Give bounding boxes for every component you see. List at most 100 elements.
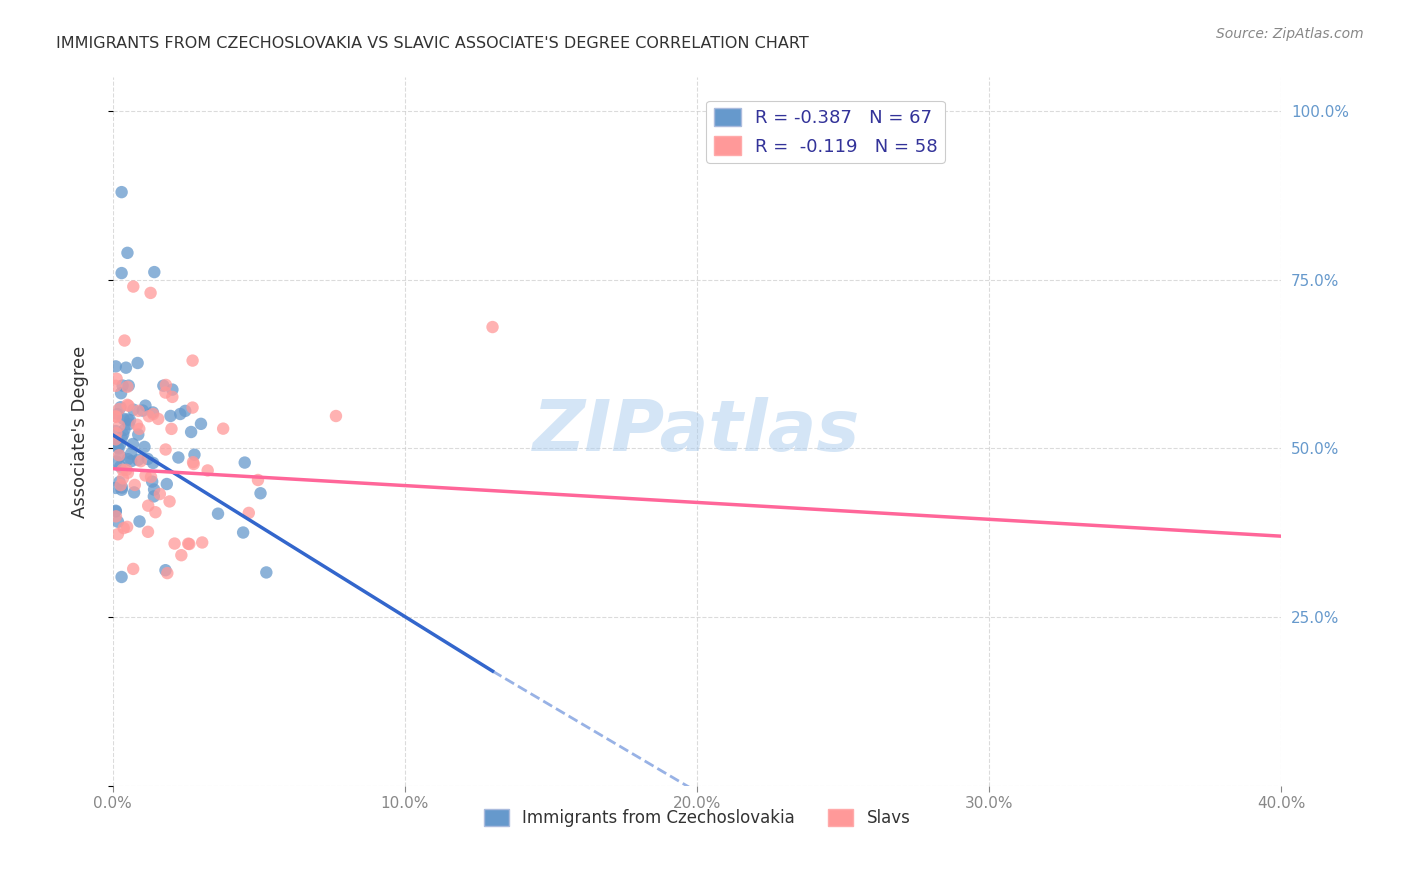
Point <box>128 515 150 529</box>
Point <box>104 504 127 518</box>
Point <box>122 562 145 576</box>
Point <box>108 402 131 417</box>
Point <box>104 424 127 438</box>
Point <box>238 506 260 520</box>
Point <box>138 409 160 424</box>
Point <box>156 566 179 580</box>
Point <box>143 265 166 279</box>
Point <box>174 404 197 418</box>
Point <box>232 525 254 540</box>
Point <box>111 463 134 477</box>
Text: IMMIGRANTS FROM CZECHOSLOVAKIA VS SLAVIC ASSOCIATE'S DEGREE CORRELATION CHART: IMMIGRANTS FROM CZECHOSLOVAKIA VS SLAVIC… <box>56 36 808 51</box>
Point <box>110 266 132 280</box>
Point <box>111 481 134 495</box>
Point <box>181 401 204 415</box>
Point <box>122 485 145 500</box>
Point <box>110 478 132 492</box>
Point <box>105 454 128 468</box>
Point <box>104 359 127 374</box>
Point <box>104 433 127 447</box>
Point <box>127 427 149 442</box>
Point <box>325 409 347 423</box>
Point <box>159 494 181 508</box>
Point <box>120 454 142 468</box>
Point <box>122 402 145 417</box>
Point <box>141 475 163 489</box>
Point <box>104 379 127 393</box>
Point <box>114 334 136 348</box>
Point <box>183 448 205 462</box>
Point <box>481 320 503 334</box>
Point <box>111 483 134 497</box>
Point <box>110 386 132 401</box>
Point <box>105 426 128 441</box>
Point <box>112 427 135 442</box>
Point <box>104 504 127 518</box>
Point <box>115 360 138 375</box>
Point <box>132 403 155 417</box>
Point <box>110 401 132 415</box>
Point <box>180 425 202 439</box>
Point <box>118 413 141 427</box>
Point <box>163 536 186 550</box>
Point <box>117 245 139 260</box>
Point <box>108 418 131 433</box>
Point <box>249 486 271 500</box>
Point <box>117 452 139 467</box>
Point <box>136 499 159 513</box>
Point <box>183 457 205 471</box>
Point <box>155 385 177 400</box>
Point <box>135 468 157 483</box>
Point <box>117 398 139 412</box>
Point <box>118 417 141 432</box>
Point <box>134 399 156 413</box>
Point <box>111 378 134 392</box>
Point <box>179 537 201 551</box>
Point <box>127 356 149 370</box>
Point <box>118 378 141 392</box>
Point <box>246 473 269 487</box>
Point <box>128 404 150 418</box>
Point <box>167 450 190 465</box>
Point <box>110 437 132 451</box>
Point <box>142 489 165 503</box>
Point <box>155 442 177 457</box>
Point <box>139 285 162 300</box>
Point <box>110 459 132 474</box>
Point <box>136 524 159 539</box>
Point <box>111 471 134 485</box>
Point <box>152 378 174 392</box>
Point <box>181 455 204 469</box>
Legend: Immigrants from Czechoslovakia, Slavs: Immigrants from Czechoslovakia, Slavs <box>477 803 917 834</box>
Text: ZIPatlas: ZIPatlas <box>533 397 860 467</box>
Point <box>110 185 132 199</box>
Point <box>128 422 150 436</box>
Point <box>115 463 138 477</box>
Point <box>181 353 204 368</box>
Point <box>104 481 127 495</box>
Point <box>108 475 131 489</box>
Point <box>122 279 145 293</box>
Point <box>104 434 127 449</box>
Point <box>110 570 132 584</box>
Point <box>197 463 219 477</box>
Point <box>105 407 128 421</box>
Point <box>107 515 129 529</box>
Point <box>254 566 277 580</box>
Y-axis label: Associate's Degree: Associate's Degree <box>72 345 89 517</box>
Point <box>207 507 229 521</box>
Point <box>145 505 167 519</box>
Point <box>110 449 132 463</box>
Point <box>155 378 177 392</box>
Point <box>115 520 138 534</box>
Point <box>117 380 139 394</box>
Point <box>120 447 142 461</box>
Point <box>233 456 256 470</box>
Point <box>111 431 134 445</box>
Point <box>155 563 177 577</box>
Point <box>191 535 214 549</box>
Point <box>160 422 183 436</box>
Point <box>104 437 127 451</box>
Point <box>142 456 165 470</box>
Point <box>212 422 235 436</box>
